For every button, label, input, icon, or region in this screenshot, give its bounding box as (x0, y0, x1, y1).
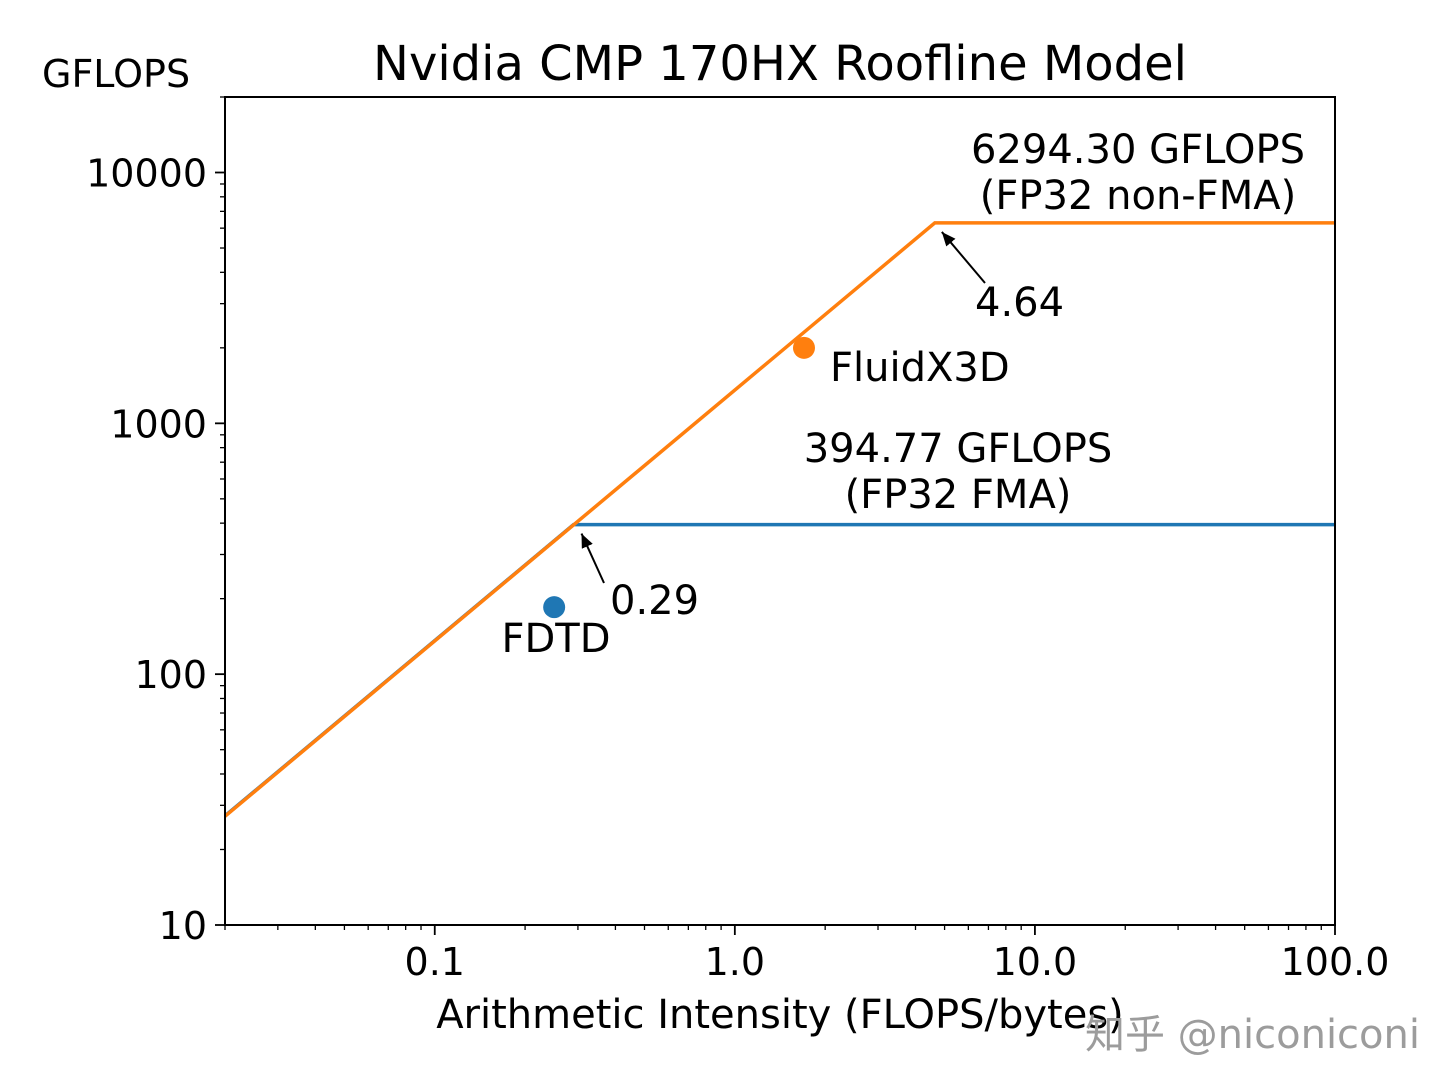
roofline-fp32-non-fma (223, 221, 1335, 818)
y-tick-label: 10 (159, 904, 207, 948)
roofline-fp32-fma (223, 522, 1335, 818)
y-tick-label: 1000 (110, 402, 207, 446)
annotation-label-fdtd: FDTD (501, 616, 610, 662)
y-axis-unit-label: GFLOPS (42, 52, 191, 96)
y-tick-label: 100 (134, 653, 207, 697)
annotation-arrow-ridge-fma (580, 533, 605, 584)
x-tick-label: 100.0 (1281, 940, 1390, 984)
point-fdtd (543, 596, 566, 619)
x-tick-label: 0.1 (405, 940, 465, 984)
annotation-arrow-ridge-non-fma (941, 231, 986, 284)
plot-border (224, 96, 1336, 926)
y-tick-label: 10000 (86, 152, 207, 196)
point-fluidx3d (792, 336, 815, 359)
x-axis-label: Arithmetic Intensity (FLOPS/bytes) (436, 992, 1124, 1038)
annotation-ridge-fma: 0.29 (610, 578, 699, 624)
annotation-ridge-non-fma: 4.64 (975, 280, 1064, 326)
chart-title: Nvidia CMP 170HX Roofline Model (373, 36, 1187, 92)
annotation-label-fluidx3d: FluidX3D (830, 345, 1010, 391)
annotation-peak-fma: 394.77 GFLOPS (804, 426, 1113, 472)
x-tick-label: 10.0 (993, 940, 1078, 984)
annotation-peak-non-fma: (FP32 non-FMA) (980, 173, 1296, 219)
watermark: 知乎 @niconiconi (1084, 1012, 1420, 1058)
annotation-peak-non-fma: 6294.30 GFLOPS (971, 127, 1305, 173)
x-tick-label: 1.0 (705, 940, 765, 984)
annotation-peak-fma: (FP32 FMA) (845, 472, 1072, 518)
